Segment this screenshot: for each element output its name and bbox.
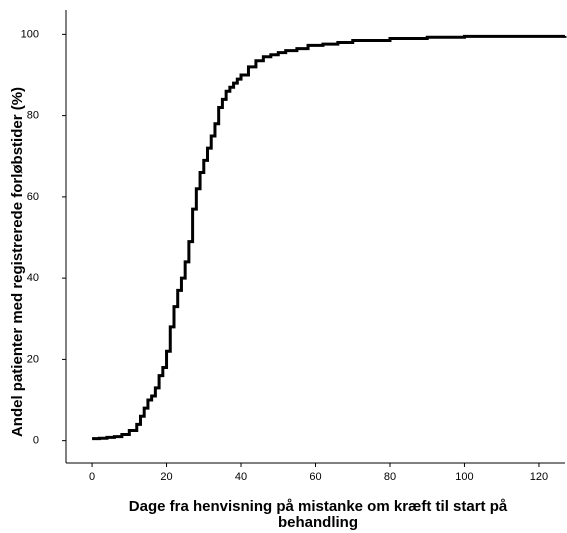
y-tick-label: 60 bbox=[27, 191, 39, 203]
y-tick-label: 100 bbox=[21, 28, 39, 40]
step-line bbox=[92, 34, 567, 441]
x-tick-label: 60 bbox=[309, 471, 321, 483]
x-tick-label: 80 bbox=[384, 471, 396, 483]
y-axis-title: Andel patienter med registrerede forløbs… bbox=[9, 87, 26, 437]
x-tick-label: 40 bbox=[235, 471, 247, 483]
x-tick-label: 120 bbox=[530, 471, 548, 483]
x-tick-label: 100 bbox=[455, 471, 473, 483]
y-tick-label: 40 bbox=[27, 272, 39, 284]
x-tick-label: 0 bbox=[89, 471, 95, 483]
y-tick-label: 0 bbox=[33, 435, 39, 447]
y-tick-label: 80 bbox=[27, 110, 39, 122]
y-tick-label: 20 bbox=[27, 353, 39, 365]
x-axis-title: behandling bbox=[278, 514, 358, 531]
x-tick-label: 20 bbox=[160, 471, 172, 483]
x-axis-title: Dage fra henvisning på mistanke om kræft… bbox=[129, 498, 508, 515]
